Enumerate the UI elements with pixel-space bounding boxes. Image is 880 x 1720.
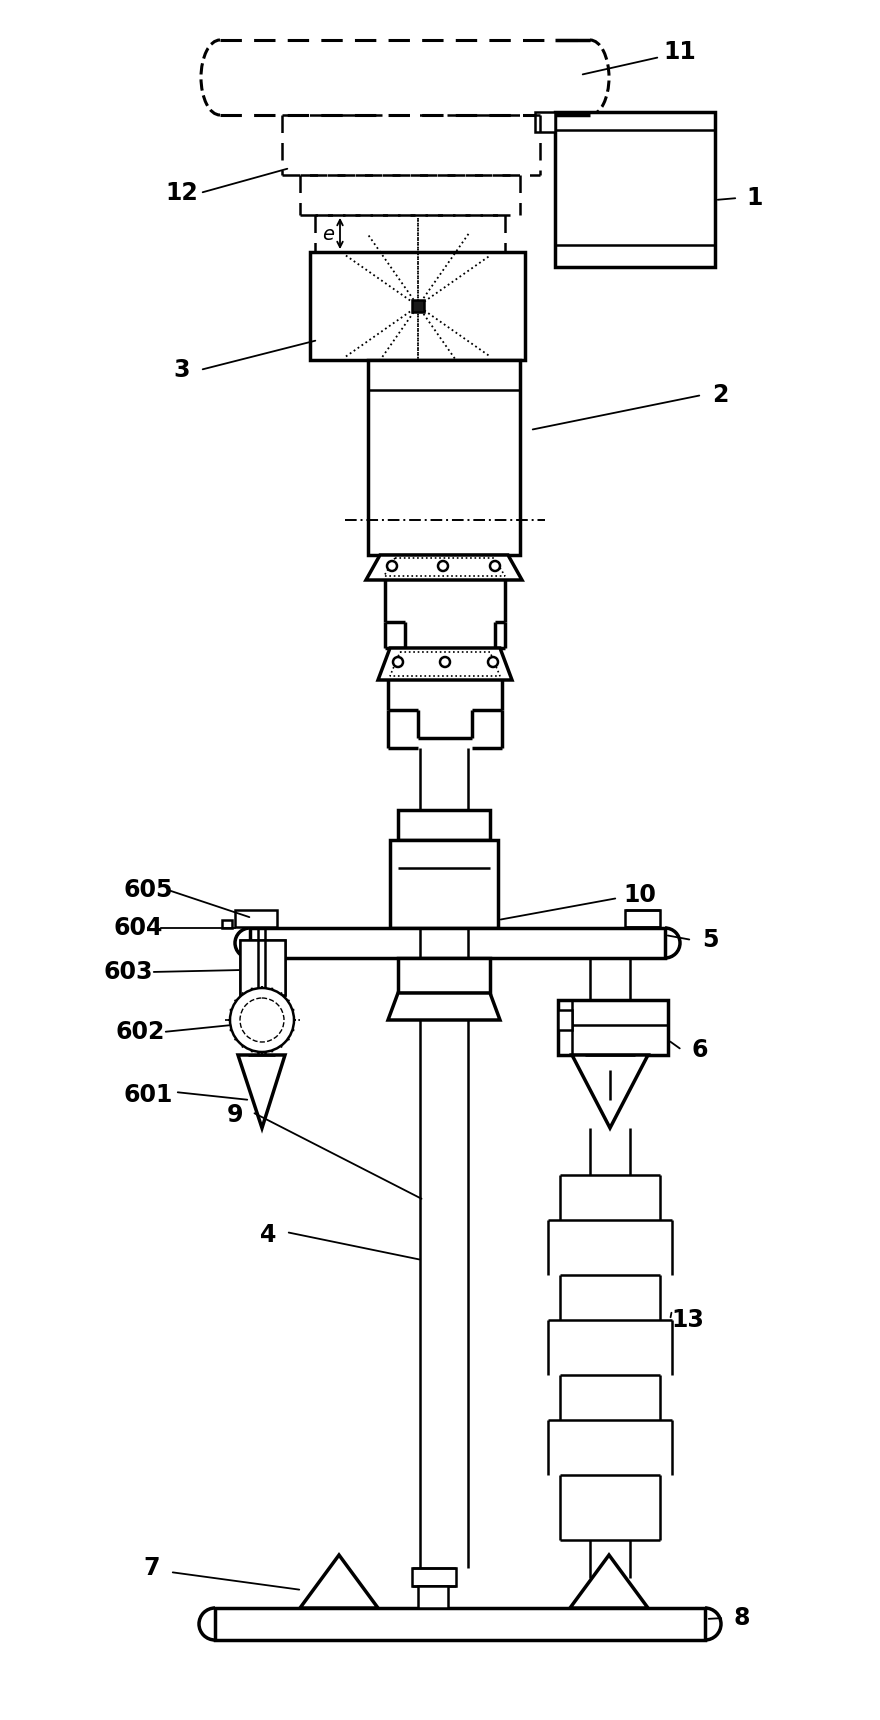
Polygon shape [300, 1555, 378, 1608]
Text: 5: 5 [701, 929, 718, 951]
Bar [310, 253, 525, 359]
Bar [398, 958, 490, 992]
Bar [390, 839, 498, 929]
Text: 604: 604 [114, 917, 163, 941]
Bar [412, 299, 424, 311]
Bar [555, 112, 715, 267]
Bar [398, 810, 490, 839]
Bar [412, 1569, 456, 1586]
Text: 8: 8 [734, 1606, 751, 1631]
Polygon shape [570, 1555, 648, 1608]
Circle shape [230, 987, 294, 1053]
Text: 9: 9 [227, 1103, 243, 1127]
Circle shape [393, 657, 403, 667]
Polygon shape [238, 1054, 285, 1128]
Text: 7: 7 [143, 1557, 160, 1581]
Bar [215, 1608, 705, 1639]
Bar [625, 910, 660, 927]
Polygon shape [378, 648, 512, 679]
Circle shape [490, 561, 500, 571]
Circle shape [387, 561, 397, 571]
Polygon shape [572, 1054, 648, 1128]
Text: 12: 12 [165, 181, 198, 205]
Polygon shape [384, 557, 505, 576]
Bar [368, 359, 520, 556]
Polygon shape [366, 556, 522, 580]
Circle shape [488, 657, 498, 667]
Text: 605: 605 [123, 877, 172, 901]
Bar [558, 1010, 572, 1030]
Text: 1: 1 [747, 186, 763, 210]
Text: 6: 6 [692, 1037, 708, 1061]
Circle shape [438, 561, 448, 571]
Text: 603: 603 [103, 960, 153, 984]
Polygon shape [390, 652, 500, 676]
Bar [222, 920, 232, 929]
Text: 602: 602 [115, 1020, 165, 1044]
Bar [235, 910, 277, 927]
Circle shape [440, 657, 450, 667]
Bar [250, 929, 665, 958]
Circle shape [240, 998, 284, 1042]
Text: 11: 11 [664, 40, 696, 64]
Text: 4: 4 [260, 1223, 276, 1247]
Text: 10: 10 [624, 882, 656, 906]
Text: 601: 601 [123, 1084, 172, 1108]
Bar [418, 1586, 448, 1608]
Text: 13: 13 [671, 1307, 704, 1331]
Polygon shape [388, 992, 500, 1020]
Text: 2: 2 [712, 384, 728, 408]
Bar [558, 999, 668, 1054]
Bar [240, 941, 285, 994]
Text: 3: 3 [173, 358, 190, 382]
Text: e: e [322, 225, 334, 244]
Bar [240, 941, 285, 994]
Bar [535, 112, 555, 132]
